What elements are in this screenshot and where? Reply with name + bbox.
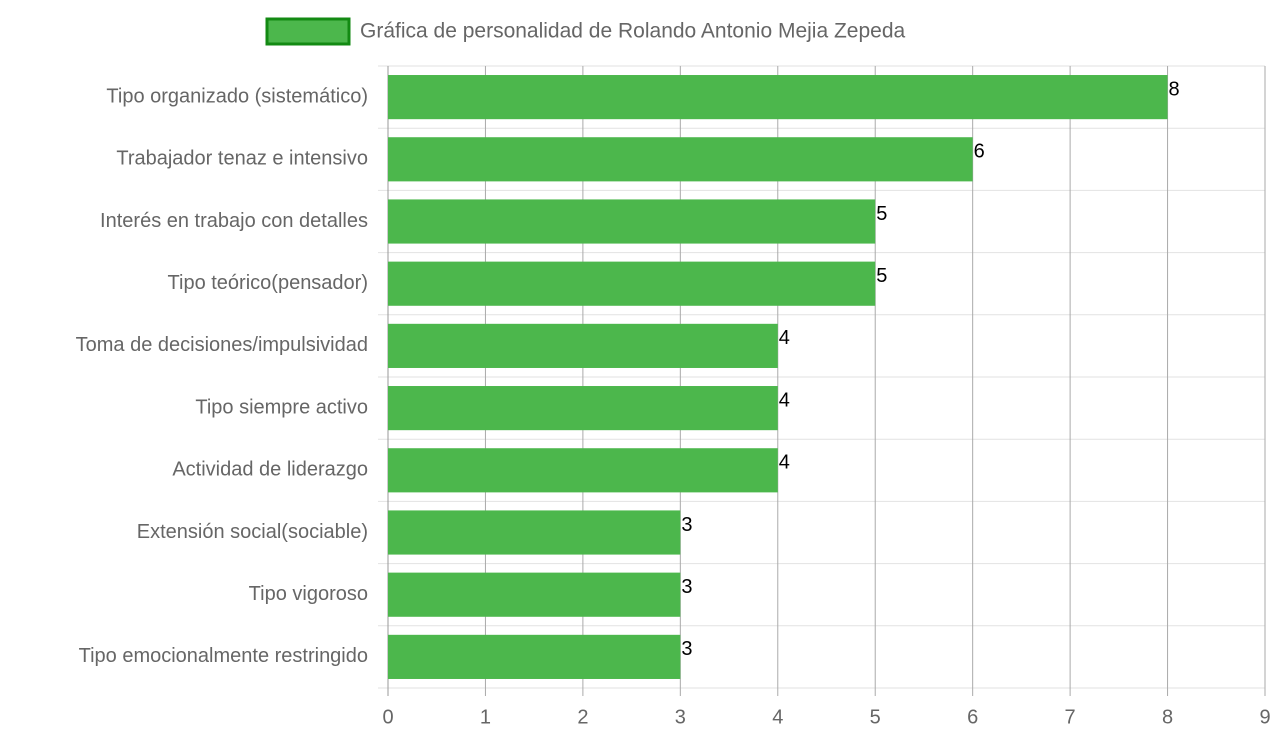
y-tick-label: Tipo emocionalmente restringido: [79, 645, 368, 667]
y-tick-label: Tipo vigoroso: [249, 583, 368, 605]
value-label: 4: [779, 327, 790, 349]
bar: [388, 261, 876, 306]
legend-label: Gráfica de personalidad de Rolando Anton…: [360, 20, 906, 43]
x-tick-label: 4: [772, 706, 783, 728]
x-tick-label: 7: [1065, 706, 1076, 728]
y-tick-label: Tipo teórico(pensador): [168, 272, 368, 294]
bar: [388, 137, 973, 182]
x-tick-label: 3: [675, 706, 686, 728]
x-tick-label: 8: [1162, 706, 1173, 728]
x-tick-label: 6: [967, 706, 978, 728]
y-tick-label: Extensión social(sociable): [137, 521, 368, 543]
bar: [388, 510, 681, 555]
value-label: 5: [876, 265, 887, 287]
bar: [388, 75, 1168, 120]
value-label: 4: [779, 452, 790, 474]
value-label: 3: [681, 638, 692, 660]
value-label: 3: [681, 514, 692, 536]
bar: [388, 199, 876, 244]
legend-swatch: [265, 17, 351, 46]
x-tick-label: 1: [480, 706, 491, 728]
y-tick-label: Trabajador tenaz e intensivo: [116, 148, 368, 170]
value-label: 5: [876, 203, 887, 225]
value-label: 3: [681, 576, 692, 598]
bar: [388, 386, 778, 431]
value-label: 6: [974, 141, 985, 163]
value-label: 4: [779, 389, 790, 411]
x-tick-label: 2: [577, 706, 588, 728]
y-tick-label: Toma de decisiones/impulsividad: [76, 334, 368, 356]
value-label: 8: [1169, 78, 1180, 100]
y-tick-label: Interés en trabajo con detalles: [100, 210, 368, 232]
y-tick-label: Actividad de liderazgo: [172, 459, 368, 481]
y-tick-label: Tipo organizado (sistemático): [106, 85, 368, 107]
bar: [388, 323, 778, 368]
x-tick-label: 5: [870, 706, 881, 728]
y-tick-label: Tipo siempre activo: [195, 396, 368, 418]
bar: [388, 448, 778, 493]
bar: [388, 634, 681, 679]
bar: [388, 572, 681, 617]
x-tick-label: 0: [382, 706, 393, 728]
x-tick-label: 9: [1259, 706, 1270, 728]
